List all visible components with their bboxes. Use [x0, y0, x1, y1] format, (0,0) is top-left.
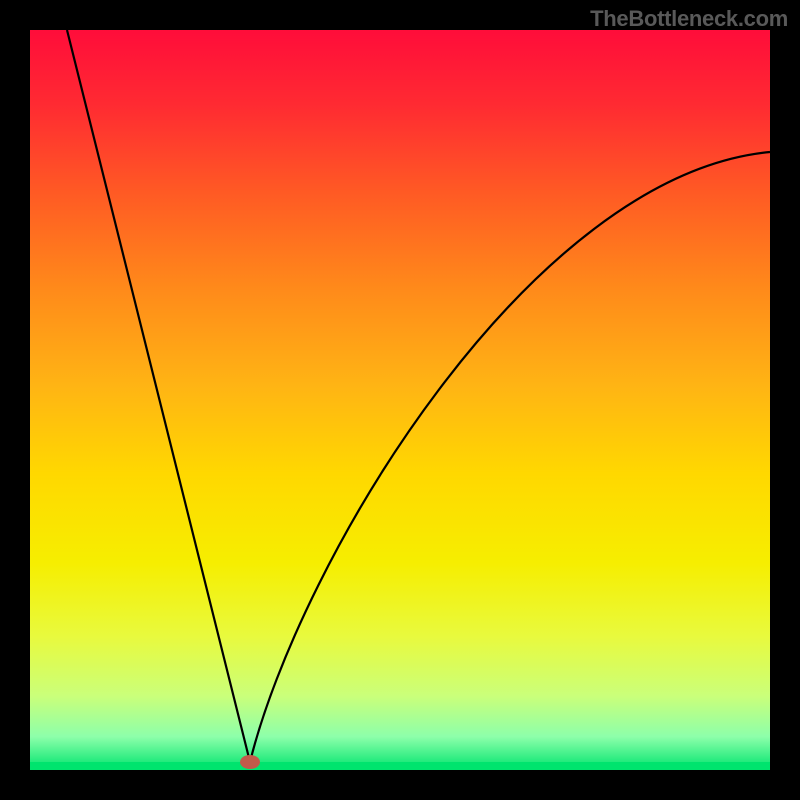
chart-plot-area [30, 30, 770, 770]
vertex-marker [240, 755, 260, 769]
chart-bottom-bar [30, 762, 770, 770]
chart-container: TheBottleneck.com [0, 0, 800, 800]
line-chart [0, 0, 800, 800]
watermark-text: TheBottleneck.com [590, 6, 788, 32]
